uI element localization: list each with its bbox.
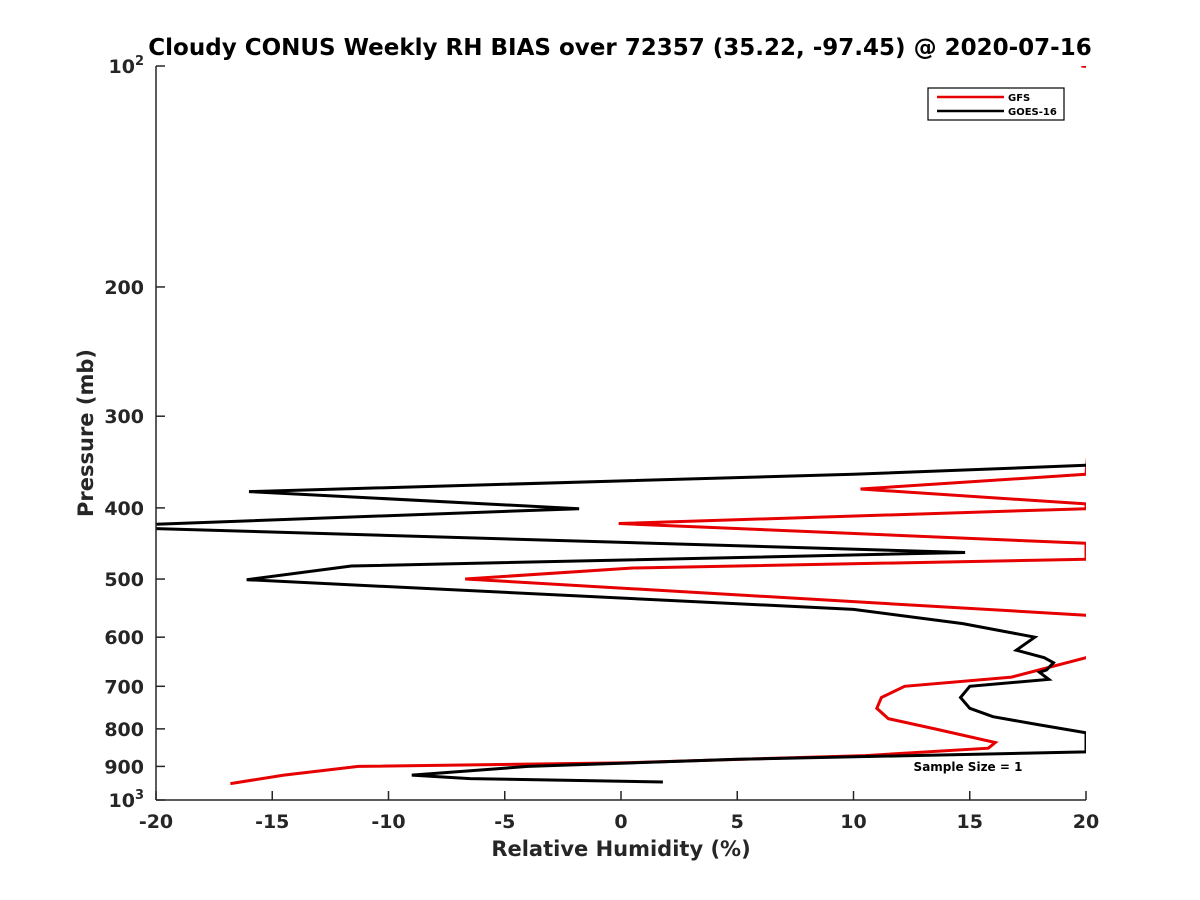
- chart-title: Cloudy CONUS Weekly RH BIAS over 72357 (…: [148, 35, 1091, 61]
- y-tick-label: 700: [104, 676, 144, 698]
- axes-layer: [155, 65, 1087, 801]
- x-tick-label: 10: [840, 811, 866, 833]
- y-tick-label: 400: [104, 498, 144, 520]
- y-tick-label: 800: [104, 719, 144, 741]
- x-tick-label: -15: [255, 811, 289, 833]
- legend-label-gfs: GFS: [1008, 93, 1030, 104]
- y-tick-label: 600: [104, 627, 144, 649]
- x-tick-label: 15: [957, 811, 983, 833]
- y-tick-label: 300: [104, 406, 144, 428]
- x-tick-label: 5: [731, 811, 744, 833]
- x-tick-label: -10: [371, 811, 405, 833]
- x-tick-label: -20: [139, 811, 173, 833]
- legend-box: [927, 87, 1065, 121]
- x-tick-label: 0: [614, 811, 627, 833]
- y-tick-label: 103: [109, 788, 145, 812]
- series-line-gfs: [230, 66, 1086, 786]
- y-tick-label: 900: [104, 756, 144, 778]
- y-tick-label: 200: [104, 277, 144, 299]
- series-line-goes16: [156, 463, 1086, 784]
- legend: GFS GOES-16: [927, 87, 1065, 121]
- y-tick-labels: 102 200 300 400 500 600 700 800 900 103: [104, 54, 144, 812]
- x-tick-labels: -20 -15 -10 -5 0 5 10 15 20: [139, 811, 1099, 833]
- x-tick-label: -5: [494, 811, 515, 833]
- y-axis-label: Pressure (mb): [74, 349, 98, 517]
- plot-area: [156, 66, 1086, 800]
- y-tick-label: 500: [104, 569, 144, 591]
- x-axis-label: Relative Humidity (%): [491, 837, 750, 861]
- y-tick-label: 102: [109, 54, 145, 78]
- series-layer: [156, 66, 1086, 786]
- sample-size-annotation: Sample Size = 1: [914, 760, 1023, 774]
- x-tick-label: 20: [1073, 811, 1099, 833]
- legend-label-goes16: GOES-16: [1008, 107, 1057, 118]
